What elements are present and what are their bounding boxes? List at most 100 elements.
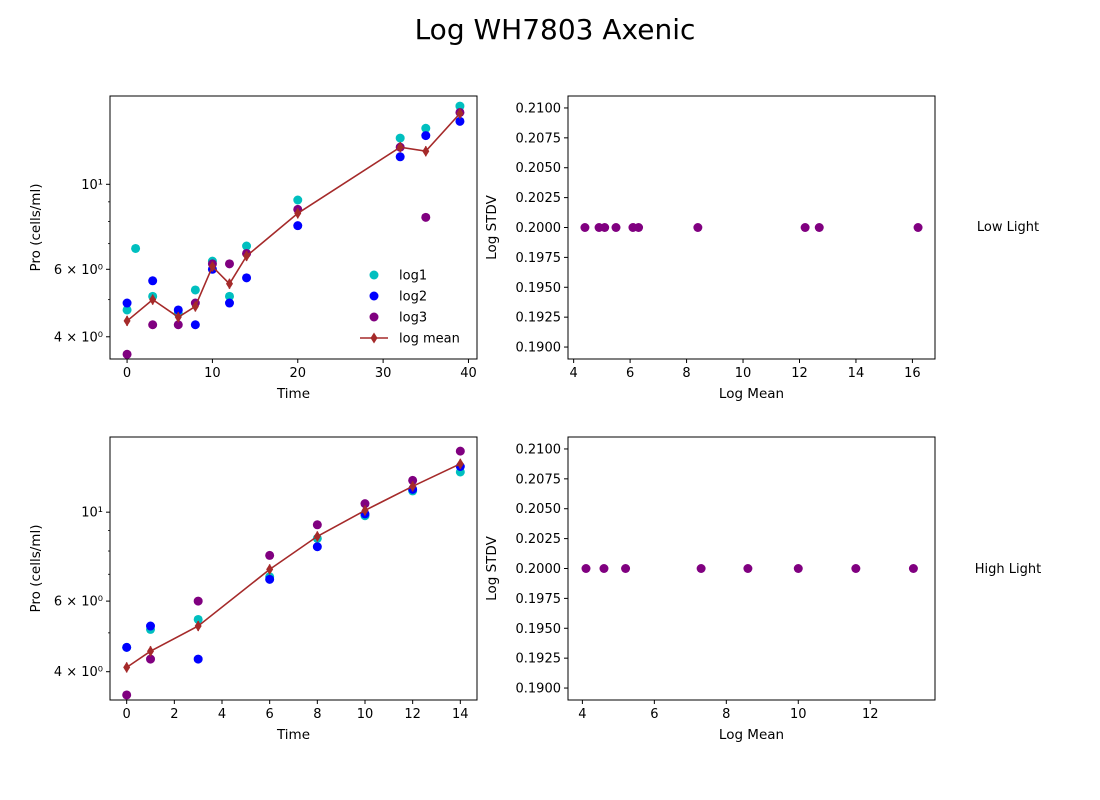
x-tick-label: 12 bbox=[404, 707, 421, 722]
data-point bbox=[600, 223, 610, 232]
x-tick-label: 10 bbox=[790, 707, 807, 722]
x-tick-label: 8 bbox=[313, 707, 321, 722]
mean-marker bbox=[456, 108, 464, 120]
data-point bbox=[190, 285, 200, 295]
legend-label: log1 bbox=[399, 269, 427, 284]
y-tick-label: 6 × 10⁰ bbox=[54, 263, 103, 278]
data-point bbox=[146, 621, 156, 631]
x-axis-label: Log Mean bbox=[719, 727, 784, 743]
data-point bbox=[173, 305, 183, 315]
x-tick-label: 6 bbox=[650, 707, 658, 722]
data-point bbox=[312, 542, 322, 552]
data-point bbox=[743, 564, 753, 573]
mean-line bbox=[126, 463, 461, 669]
data-point bbox=[395, 152, 405, 162]
x-tick-label: 2 bbox=[170, 707, 178, 722]
data-point bbox=[242, 273, 252, 283]
x-tick-label: 0 bbox=[123, 366, 131, 381]
data-point bbox=[148, 276, 158, 286]
data-point bbox=[913, 223, 923, 232]
data-point bbox=[908, 564, 918, 573]
data-point bbox=[265, 550, 275, 560]
legend: log1 log2 log3 log mean bbox=[360, 269, 460, 347]
y-tick-label: 0.2000 bbox=[516, 562, 562, 577]
axes-growth-low: 0 10 20 30 40 4 × 10⁰ 6 × 10⁰ 10¹ Time Pro (cells… bbox=[28, 95, 478, 402]
legend-marker bbox=[369, 270, 379, 280]
plot-frame bbox=[109, 95, 478, 360]
legend-label: log mean bbox=[399, 332, 460, 347]
data-point bbox=[173, 320, 183, 330]
data-point bbox=[421, 123, 431, 133]
x-tick-label: 0 bbox=[123, 707, 131, 722]
mean-marker bbox=[409, 480, 417, 492]
data-point bbox=[193, 596, 203, 606]
y-tick-label: 0.2100 bbox=[516, 101, 562, 116]
data-point bbox=[693, 223, 703, 232]
x-tick-label: 8 bbox=[722, 707, 730, 722]
y-tick-label: 0.2025 bbox=[516, 191, 562, 206]
x-tick-label: 14 bbox=[452, 707, 469, 722]
data-point bbox=[851, 564, 861, 573]
y-tick-label: 0.1975 bbox=[516, 592, 562, 607]
y-tick-label: 0.2000 bbox=[516, 221, 562, 236]
data-point bbox=[421, 212, 431, 222]
y-tick-label: 0.1950 bbox=[516, 281, 562, 296]
x-tick-label: 12 bbox=[862, 707, 879, 722]
data-point bbox=[634, 223, 644, 232]
legend-marker bbox=[370, 332, 378, 344]
mean-marker bbox=[191, 300, 199, 312]
data-point bbox=[599, 564, 609, 573]
data-point bbox=[293, 221, 303, 231]
data-point bbox=[224, 259, 234, 269]
mean-marker bbox=[149, 294, 157, 306]
data-point bbox=[122, 349, 132, 359]
figure-title: Log WH7803 Axenic bbox=[415, 13, 696, 46]
mean-marker bbox=[174, 311, 182, 323]
x-tick-label: 16 bbox=[904, 366, 921, 381]
data-point bbox=[360, 499, 370, 509]
legend-marker bbox=[369, 312, 379, 322]
data-point bbox=[224, 298, 234, 308]
x-tick-label: 6 bbox=[266, 707, 274, 722]
y-tick-label: 0.1925 bbox=[516, 311, 562, 326]
data-point bbox=[242, 241, 252, 251]
y-tick-label: 0.1950 bbox=[516, 622, 562, 637]
plot-frame bbox=[109, 436, 478, 701]
y-tick-label: 10¹ bbox=[81, 178, 103, 193]
axes-growth-high: 0 2 4 6 8 10 12 14 4 × 10⁰ 6 × 10⁰ 10¹ Time Pro (cel… bbox=[28, 436, 478, 743]
y-tick-label: 0.2050 bbox=[516, 502, 562, 517]
data-point bbox=[793, 564, 803, 573]
x-tick-label: 40 bbox=[460, 366, 477, 381]
x-axis-label: Log Mean bbox=[719, 386, 784, 402]
y-tick-label: 0.2025 bbox=[516, 532, 562, 547]
y-tick-label: 4 × 10⁰ bbox=[54, 665, 103, 680]
data-point bbox=[193, 654, 203, 664]
y-tick-label: 4 × 10⁰ bbox=[54, 330, 103, 345]
mean-marker bbox=[208, 261, 216, 273]
x-tick-label: 10 bbox=[735, 366, 752, 381]
series-group bbox=[122, 446, 465, 700]
y-axis-label: Log STDV bbox=[484, 194, 500, 259]
data-point bbox=[122, 305, 132, 315]
y-tick-label: 6 × 10⁰ bbox=[54, 595, 103, 610]
mean-marker bbox=[194, 620, 202, 632]
x-tick-label: 8 bbox=[682, 366, 690, 381]
mean-marker bbox=[294, 207, 302, 219]
data-point bbox=[696, 564, 706, 573]
x-axis-label: Time bbox=[276, 727, 310, 743]
y-axis-label: Pro (cells/ml) bbox=[28, 184, 44, 272]
data-point bbox=[395, 133, 405, 143]
data-point bbox=[455, 116, 465, 126]
data-point bbox=[131, 243, 141, 253]
mean-marker bbox=[147, 645, 155, 657]
data-point bbox=[800, 223, 810, 232]
y-tick-label: 0.2050 bbox=[516, 161, 562, 176]
data-point bbox=[421, 131, 431, 141]
mean-marker bbox=[361, 504, 369, 516]
mean-marker bbox=[123, 315, 131, 327]
data-point bbox=[122, 642, 132, 652]
data-point bbox=[190, 320, 200, 330]
data-point bbox=[581, 564, 591, 573]
data-point bbox=[455, 446, 465, 456]
